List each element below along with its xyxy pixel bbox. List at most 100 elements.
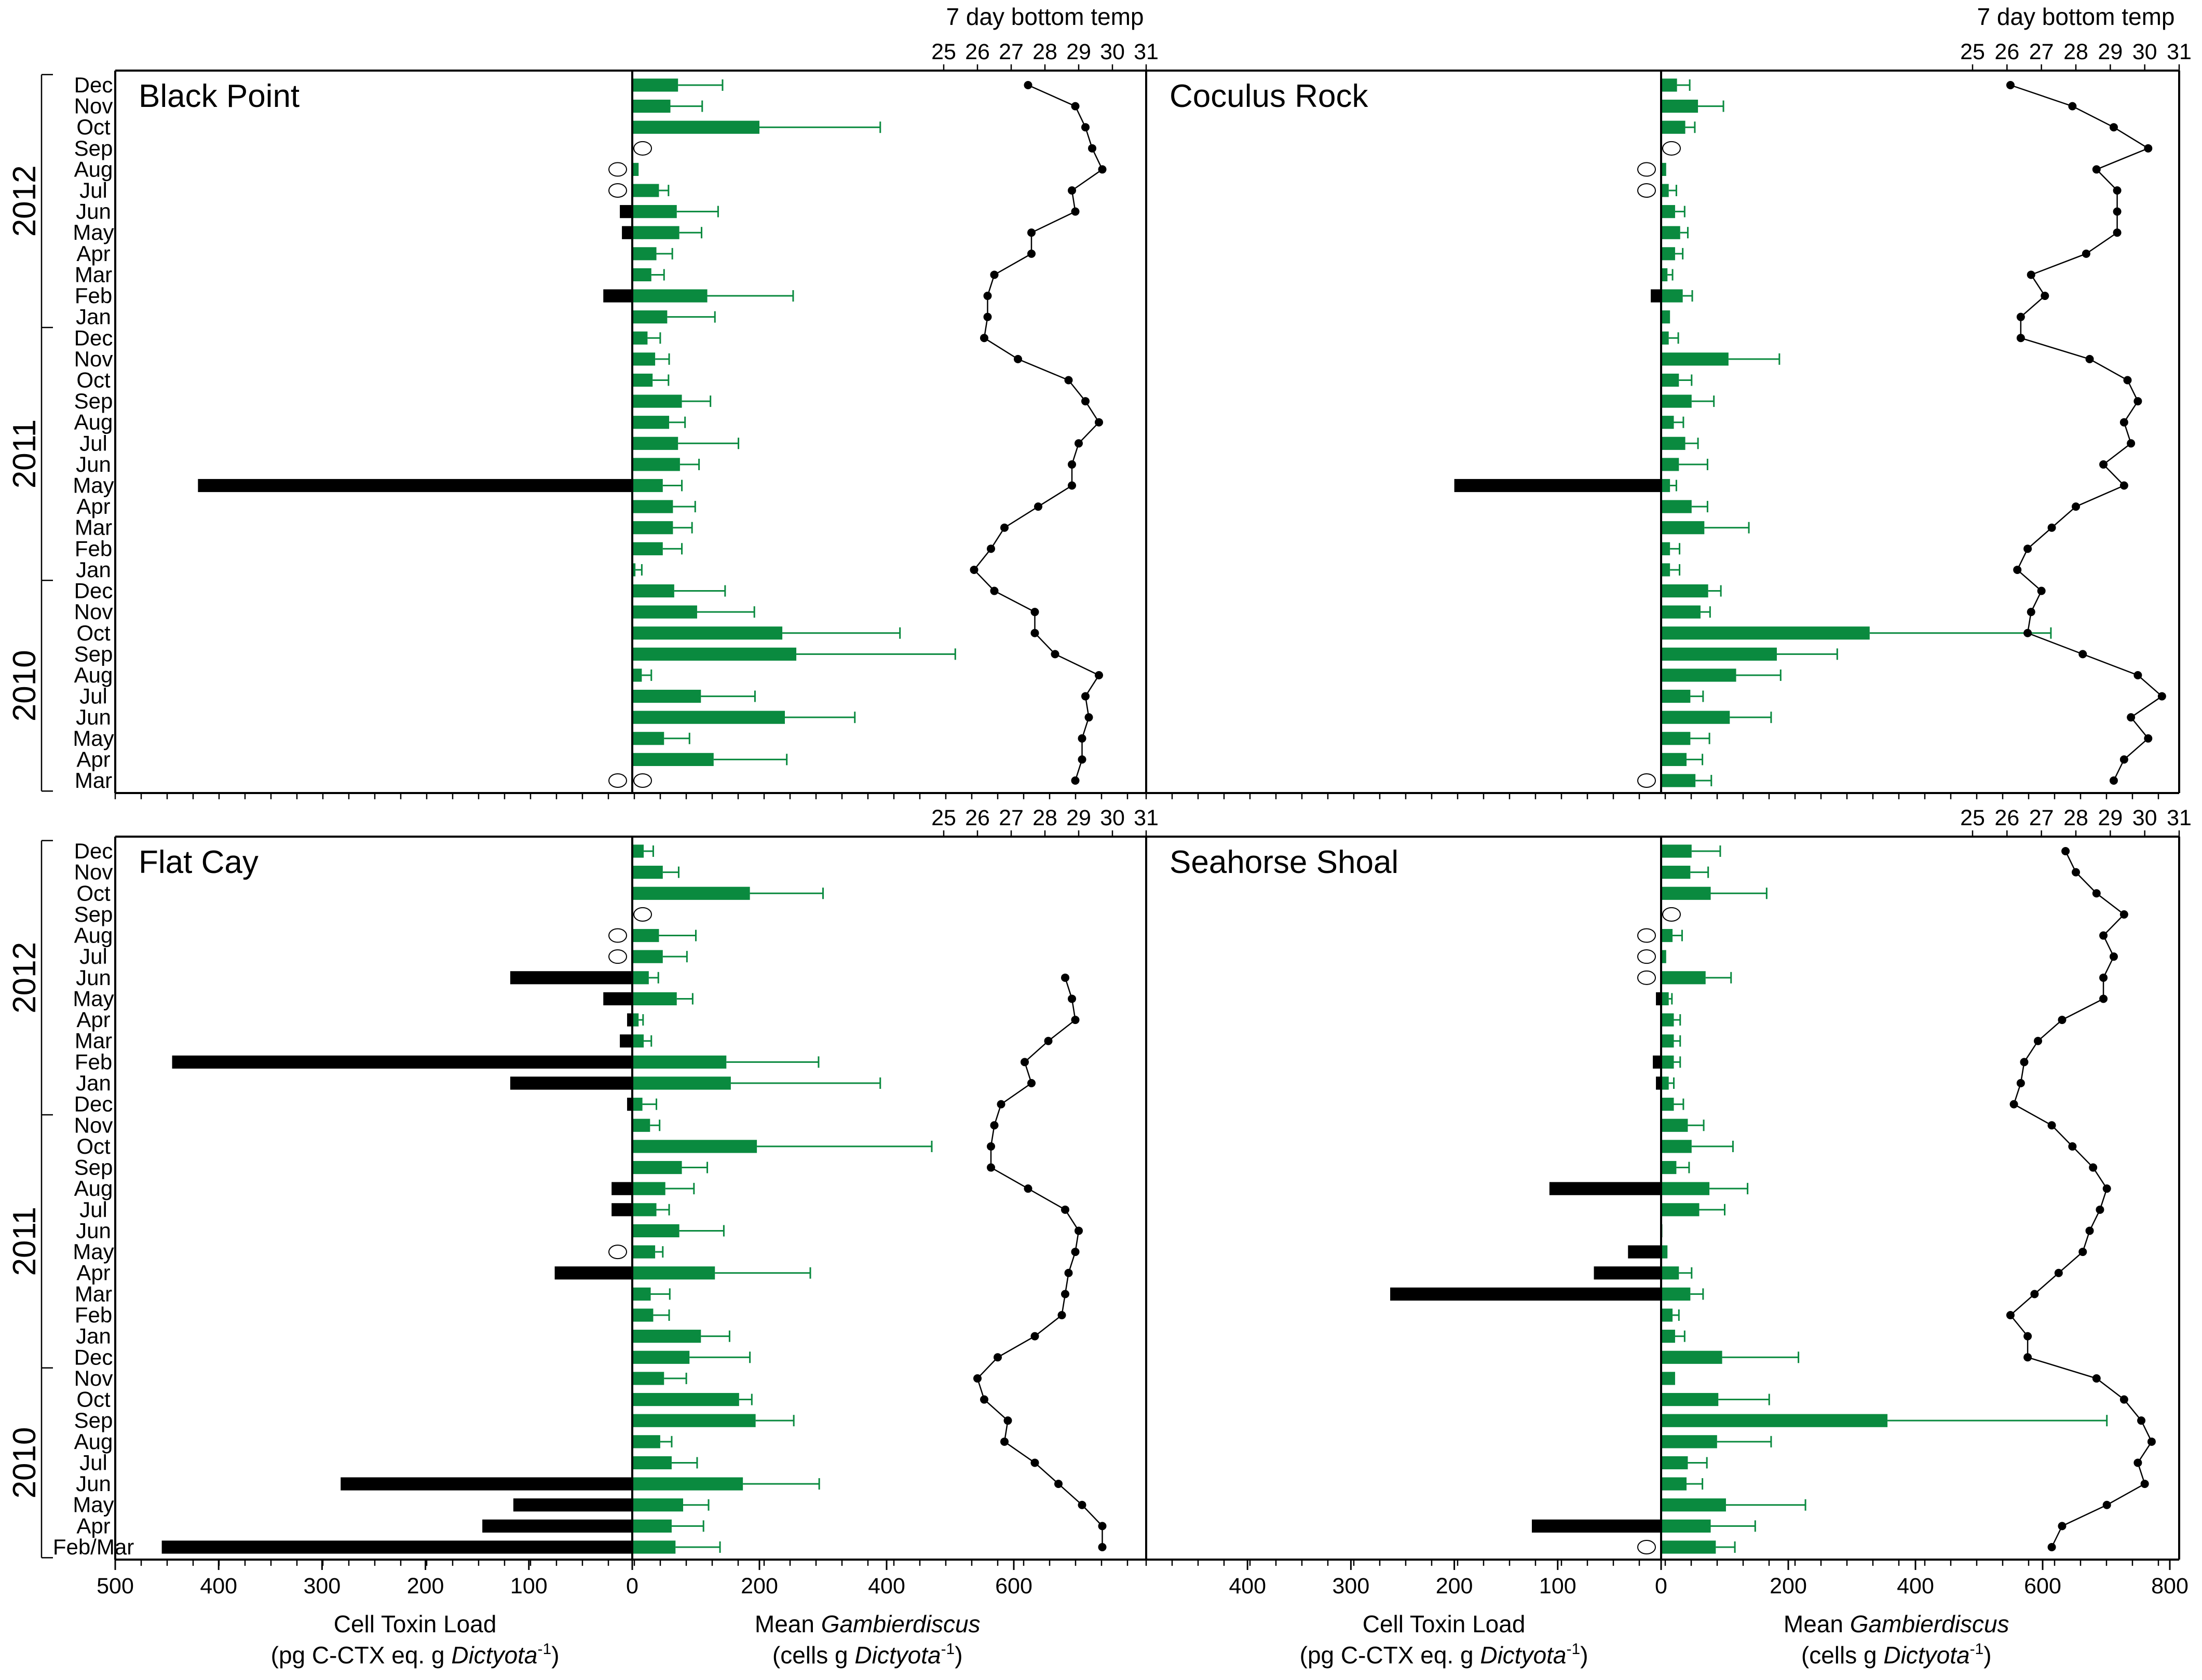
temp-point [2027,608,2035,617]
gamb-axis-subtitle: (cells g Dictyota-1) [772,1641,963,1669]
gamb-bar [1661,1519,1711,1533]
month-label: Jan [76,305,111,329]
temp-point [1024,1184,1032,1193]
gamb-bar [632,668,642,682]
month-label: Sep [74,1155,113,1180]
gamb-bar [632,1245,656,1259]
toxin-title-sup: -1 [1567,1641,1581,1658]
gamb-bar [1661,1477,1687,1491]
gamb-bar [632,436,678,450]
gamb-bar [632,1330,701,1343]
gamb-bar [1661,1414,1888,1427]
month-label: Oct [76,621,111,645]
month-label: Jun [76,452,111,476]
gamb-bar [1661,1435,1717,1449]
gamb-bar [632,584,674,598]
gamb-bar [1661,247,1675,261]
gamb-bar [1661,310,1670,324]
gamb-bar [1661,584,1708,598]
temp-tick-label: 26 [965,39,990,64]
temp-tick-label: 28 [1032,805,1057,830]
toxin-bar [1390,1287,1661,1301]
month-label: Nov [74,94,113,118]
temp-point [1027,249,1036,258]
temp-point [1068,994,1076,1003]
month-label: Apr [76,494,110,518]
temp-point [1027,228,1036,237]
month-label: Aug [74,923,113,948]
gamb-bar [632,928,659,943]
gamb-bar [632,1540,676,1554]
toxin-bar [1454,479,1661,493]
gamb-bar [632,247,657,261]
gamb-bar [632,458,680,471]
gamb-bar [1661,1540,1716,1554]
toxin-tick-label: 200 [1436,1574,1473,1599]
toxin-zero-marker [1637,970,1656,985]
temp-point [987,1142,995,1151]
temp-point [987,1163,995,1172]
toxin-zero-marker [1637,183,1656,198]
gamb-bar [1661,1287,1691,1301]
temp-point [1081,692,1090,701]
gamb-bar [632,647,797,661]
gamb-tick-label: 400 [868,1574,905,1599]
temp-point [1081,397,1090,406]
gamb-bar [632,1372,664,1385]
gamb-bar [1661,1498,1726,1512]
gamb-title-text: (cells g [772,1642,854,1669]
temp-point [2113,186,2122,195]
temp-tick-label: 30 [2132,39,2157,64]
temp-tick-label: 26 [1994,39,2019,64]
toxin-tick-label: 400 [200,1574,237,1599]
temp-point [2092,889,2101,898]
gamb-bar [632,1140,757,1153]
toxin-zero-marker [1637,773,1656,788]
temp-point [1030,1458,1039,1467]
temp-point [2016,312,2025,321]
gamb-bar [1661,950,1666,963]
temp-point [1068,186,1076,195]
toxin-tick-label: 0 [1655,1574,1667,1599]
temp-point [1000,1437,1009,1446]
toxin-bar [1594,1266,1661,1280]
gamb-bar [632,479,663,493]
gamb-title-text: (cells g [1801,1642,1883,1669]
temp-point [2006,1311,2015,1319]
toxin-tick-label: 100 [1539,1574,1576,1599]
gamb-title-close: ) [1983,1642,1991,1669]
temp-point [990,270,999,279]
month-label: May [73,986,114,1010]
temp-point [994,1353,1002,1362]
temp-tick-label: 26 [965,805,990,830]
temp-point [1003,1416,1012,1425]
gamb-bar [632,1456,672,1470]
temp-point [2047,1121,2056,1130]
temp-point [2109,123,2118,132]
temp-point [1000,523,1009,532]
month-label: May [73,1493,114,1517]
gamb-bar [1661,1118,1688,1132]
gamb-bar [632,844,644,858]
temp-point [1071,1016,1080,1025]
temp-point [1081,123,1090,132]
gamb-bar [1661,100,1698,113]
gamb-bar [632,1287,651,1301]
gamb-bar [632,992,677,1006]
gamb-title-dictyota: Dictyota [854,1642,941,1669]
toxin-bar [620,205,632,218]
gamb-bar [632,866,663,879]
temp-point [990,586,999,595]
gamb-bar [1661,626,1870,640]
temp-tick-label: 25 [931,39,956,64]
toxin-bar [627,1098,632,1111]
gamb-bar [1661,992,1669,1006]
toxin-bar [341,1477,632,1491]
temp-point [1098,1522,1107,1531]
gamb-title-dictyota: Dictyota [1883,1642,1969,1669]
toxin-bar [1656,1076,1661,1090]
gamb-bar [632,416,670,429]
gamb-title-close: ) [955,1642,962,1669]
temp-point [2113,228,2122,237]
temp-point [1068,460,1076,469]
